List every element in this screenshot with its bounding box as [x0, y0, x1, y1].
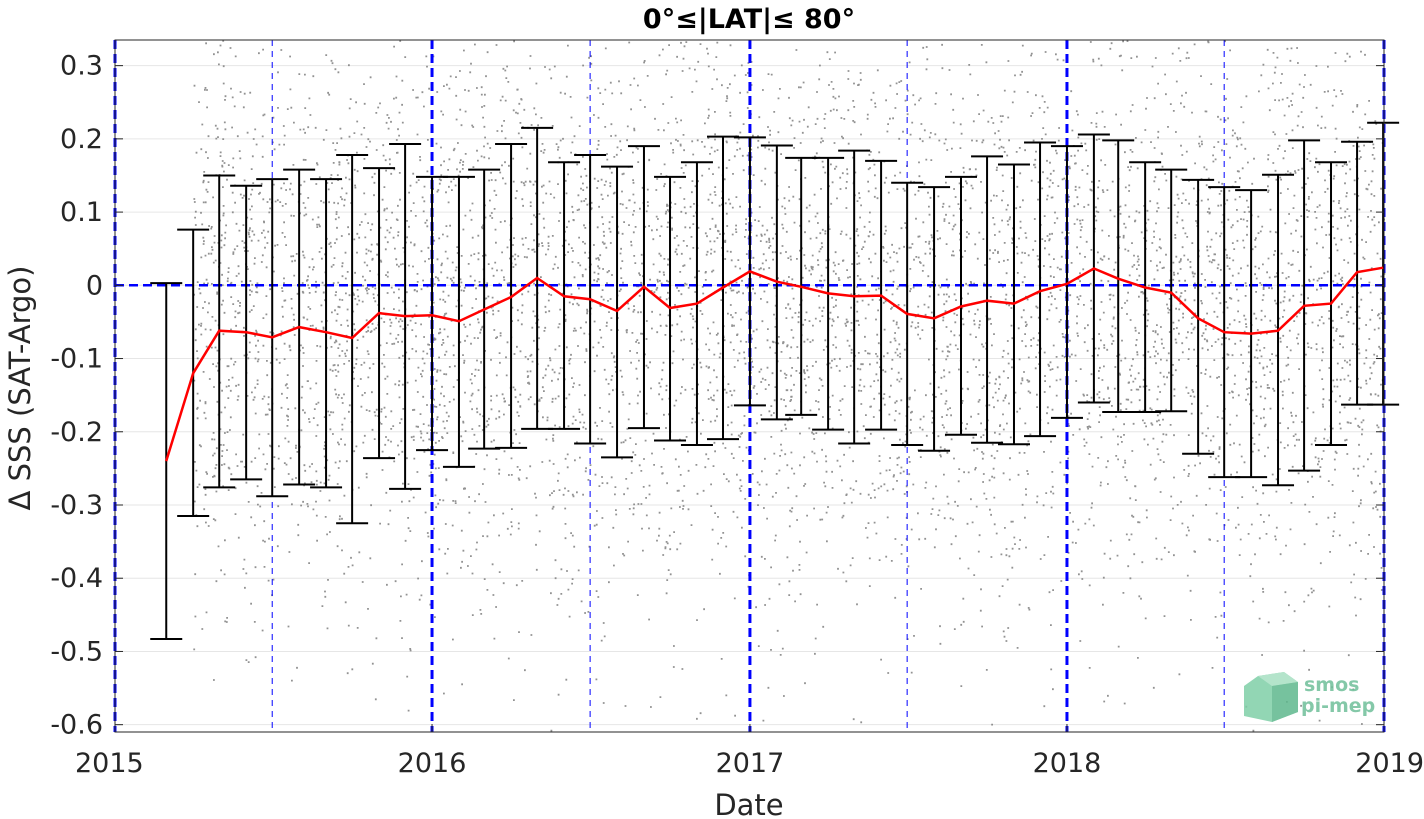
y-tick-label: -0.2 [50, 417, 103, 448]
scatter-points [193, 40, 1386, 732]
y-tick-label: -0.5 [50, 636, 103, 667]
y-tick-label: -0.3 [50, 490, 103, 521]
x-axis-label: Date [714, 788, 783, 819]
y-tick-label: 0.3 [60, 51, 103, 82]
mean-line [165, 266, 1384, 462]
y-tick-label: 0 [86, 270, 103, 301]
x-tick-label: 2017 [716, 748, 785, 779]
x-tick-label: 2018 [1033, 748, 1102, 779]
smos-pi-mep-logo: smos pi-mep [1244, 672, 1375, 722]
logo-line1: smos [1304, 674, 1359, 696]
y-tick-label: -0.4 [50, 563, 103, 594]
y-tick-label: -0.1 [50, 344, 103, 375]
x-axis-ticks: 2015 2016 2017 2018 2019 [75, 724, 1424, 779]
scatter-dots [193, 40, 1386, 732]
x-tick-label: 2019 [1355, 748, 1424, 779]
y-tick-label: 0.1 [60, 197, 103, 228]
y-tick-label: 0.2 [60, 124, 103, 155]
y-axis-ticks: 0.3 0.2 0.1 0 -0.1 -0.2 -0.3 -0.4 -0.5 -0.6 [50, 51, 1384, 741]
y-axis-label: Δ SSS (SAT-Argo) [3, 266, 37, 511]
x-tick-label: 2015 [75, 748, 144, 779]
x-tick-label: 2016 [398, 748, 467, 779]
logo-line2: pi-mep [1301, 695, 1375, 717]
chart-title: 0°≤|LAT|≤ 80° [643, 4, 855, 35]
y-tick-label: -0.6 [50, 710, 103, 741]
mean-line-group [165, 266, 1384, 462]
